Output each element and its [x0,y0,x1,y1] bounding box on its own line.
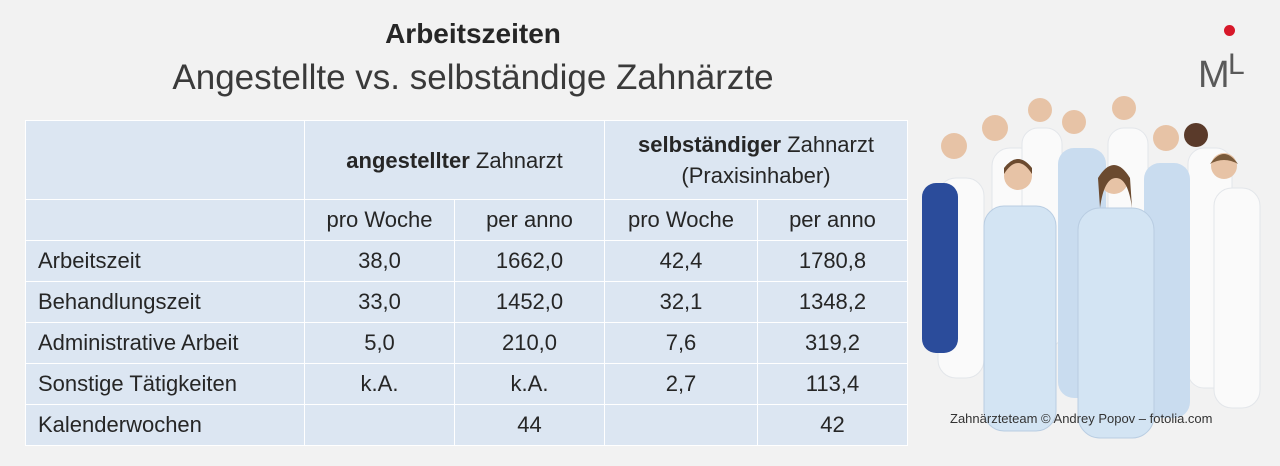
dentist-team-photo [922,96,1261,439]
row-label: Sonstige Tätigkeiten [25,363,305,405]
logo-letter-l: L [1228,48,1245,81]
table-cell: k.A. [304,363,455,405]
page-subtitle: Angestellte vs. selbständige Zahnärzte [172,58,774,97]
table-cell: 1452,0 [454,281,605,323]
person-figure [983,205,1155,439]
table-cell: k.A. [454,363,605,405]
table-cell: 5,0 [304,322,455,364]
page-title: Arbeitszeiten [385,18,561,49]
group-header-employed: angestellter Zahnarzt [304,120,605,200]
table-cell: 38,0 [304,240,455,282]
row-label: Arbeitszeit [25,240,305,282]
table-row: Administrative Arbeit 5,0 210,0 7,6 319,… [25,322,908,364]
table-cell: 33,0 [304,281,455,323]
logo-letter-m: M [1198,54,1230,96]
group-employed-rest: Zahnarzt [469,147,563,173]
table-cell: 113,4 [757,363,908,405]
table-cell: 319,2 [757,322,908,364]
table-corner-cell [25,120,305,200]
group-selfemployed-bold: selbständiger [638,132,782,157]
subheader-cell: pro Woche [304,199,455,241]
subheader-cell: per anno [454,199,605,241]
table-subheader-row: pro Woche per anno pro Woche per anno [25,199,908,241]
table-cell: 44 [454,404,605,446]
table-cell: 1348,2 [757,281,908,323]
group-header-selfemployed: selbständiger Zahnarzt (Praxisinhaber) [604,120,908,200]
table-cell: 42,4 [604,240,758,282]
working-hours-table: angestellter Zahnarzt selbständiger Zahn… [25,120,908,446]
row-label: Behandlungszeit [25,281,305,323]
table-cell: 1780,8 [757,240,908,282]
table-row: Behandlungszeit 33,0 1452,0 32,1 1348,2 [25,281,908,323]
table-cell: 7,6 [604,322,758,364]
ml-logo: M L [1196,22,1254,94]
subheader-cell: per anno [757,199,908,241]
group-employed-bold: angestellter [346,147,470,173]
row-label: Kalenderwochen [25,404,305,446]
logo-dot-icon [1224,25,1235,36]
table-row: Kalenderwochen 44 42 [25,404,908,446]
table-cell: 2,7 [604,363,758,405]
table-row: Sonstige Tätigkeiten k.A. k.A. 2,7 113,4 [25,363,908,405]
person-hair [1004,154,1238,208]
table-cell [604,404,758,446]
subheader-cell: pro Woche [604,199,758,241]
table-row: Arbeitszeit 38,0 1662,0 42,4 1780,8 [25,240,908,282]
group-selfemployed-rest: Zahnarzt [781,132,874,157]
table-cell: 42 [757,404,908,446]
table-cell [25,199,305,241]
table-group-header-row: angestellter Zahnarzt selbständiger Zahn… [25,120,908,200]
table-cell: 210,0 [454,322,605,364]
table-cell: 1662,0 [454,240,605,282]
row-label: Administrative Arbeit [25,322,305,364]
table-cell: 32,1 [604,281,758,323]
photo-credit: Zahnärzteteam © Andrey Popov – fotolia.c… [950,411,1213,426]
table-cell [304,404,455,446]
group-selfemployed-line2: (Praxisinhaber) [681,163,831,188]
